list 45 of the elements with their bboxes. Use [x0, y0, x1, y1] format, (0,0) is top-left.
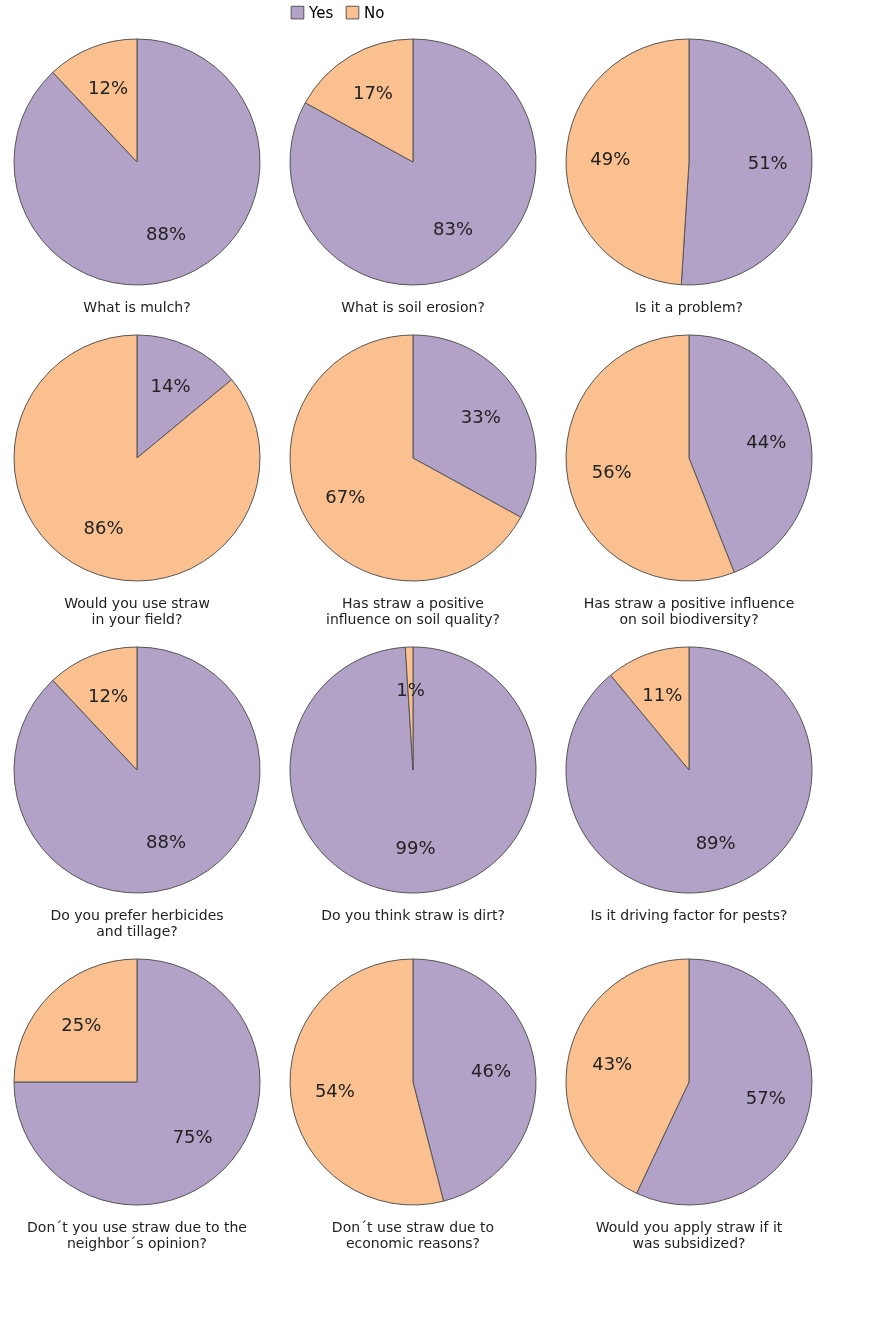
- text: Do you think straw is dirt?: [321, 907, 505, 923]
- text: Don´t use straw due to economic reasons?: [331, 1219, 495, 1251]
- pie-slice: [13, 334, 261, 582]
- pie-slice: [13, 646, 261, 894]
- pie-slice: [289, 646, 537, 894]
- data-label: 56%: [591, 460, 632, 482]
- text: What is soil erosion?: [341, 299, 485, 315]
- data-label: 25%: [61, 1014, 102, 1036]
- data-label: 43%: [592, 1052, 633, 1074]
- data-label: 1%: [396, 679, 425, 701]
- data-label: 12%: [88, 684, 129, 706]
- data-label: 11%: [642, 683, 683, 705]
- data-label: 12%: [88, 76, 129, 98]
- text: Has straw a positive influence on soil biodiversity?: [583, 595, 795, 627]
- data-label: 54%: [314, 1079, 355, 1101]
- data-label: 99%: [395, 836, 436, 858]
- data-label: 88%: [145, 831, 186, 853]
- legend-label: No: [364, 3, 385, 22]
- data-label: 49%: [590, 147, 631, 169]
- data-label: 89%: [695, 832, 736, 854]
- text: Do you prefer herbicides and tillage?: [50, 907, 224, 939]
- data-label: 33%: [460, 405, 501, 427]
- text: Has straw a positive influence on soil quality?: [325, 595, 501, 627]
- text: What is mulch?: [83, 299, 191, 315]
- data-label: 51%: [747, 152, 788, 174]
- data-label: 75%: [172, 1125, 213, 1147]
- text: Is it driving factor for pests?: [590, 907, 788, 923]
- data-label: 44%: [746, 431, 787, 453]
- data-label: 46%: [471, 1060, 512, 1082]
- text: Don´t you use straw due to the neighbor´s opinion?: [27, 1219, 247, 1251]
- data-label: 57%: [745, 1087, 786, 1109]
- pie-slice: [565, 646, 813, 894]
- text: Is it a problem?: [634, 299, 744, 315]
- pie-slice: [289, 38, 537, 286]
- pie-slice: [13, 38, 261, 286]
- data-label: 86%: [83, 517, 124, 539]
- data-label: 88%: [145, 223, 186, 245]
- legend-label: Yes: [308, 3, 334, 22]
- text: Would you use straw in your field?: [64, 595, 210, 627]
- data-label: 83%: [433, 217, 474, 239]
- data-label: 17%: [352, 82, 393, 104]
- data-label: 67%: [325, 486, 366, 508]
- text: Would you apply straw if it was subsidized?: [595, 1219, 783, 1251]
- pie-slice: [13, 958, 261, 1206]
- data-label: 14%: [150, 374, 191, 396]
